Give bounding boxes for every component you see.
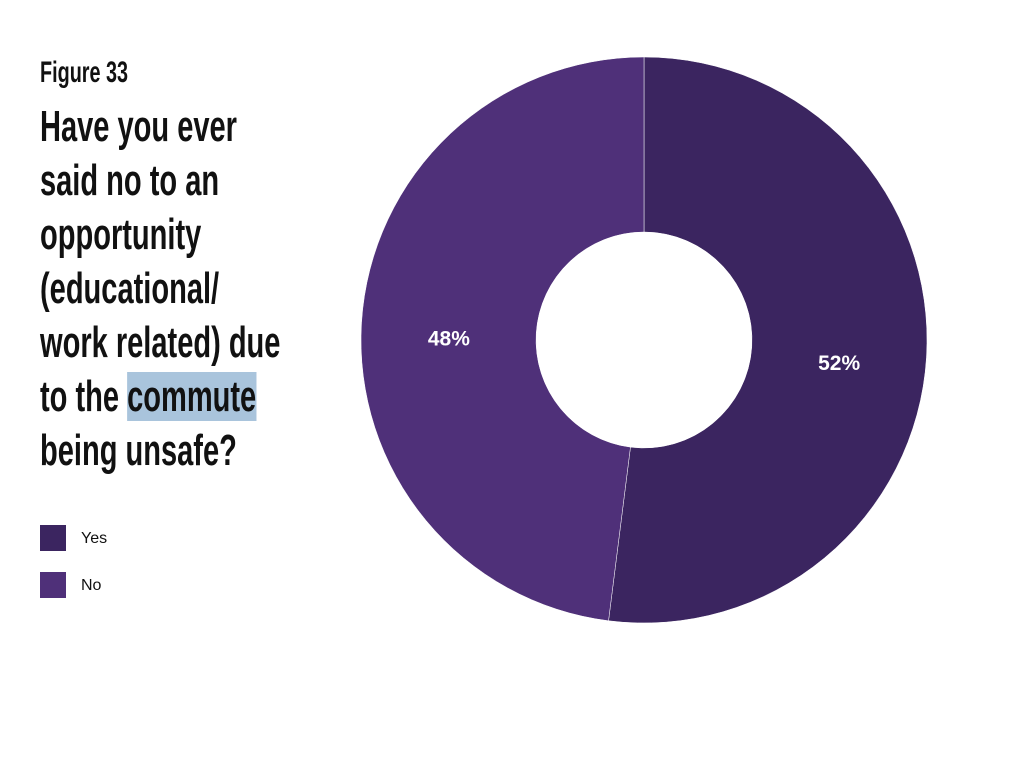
data-label: 52% (818, 352, 860, 375)
chart-title: Have you ever said no to an opportunity … (40, 100, 280, 478)
legend-label: No (81, 577, 102, 594)
donut-slice (608, 56, 928, 624)
legend-label: Yes (81, 530, 107, 547)
title-highlight: commute (127, 372, 257, 421)
figure-label: Figure 33 (40, 56, 129, 89)
data-label: 48% (428, 327, 470, 350)
title-text: being unsafe? (40, 426, 237, 475)
title-text: Have you ever said no to an opportunity … (40, 102, 281, 421)
donut-slice (360, 56, 645, 622)
legend-swatch (40, 525, 66, 551)
legend-swatch (40, 572, 66, 598)
